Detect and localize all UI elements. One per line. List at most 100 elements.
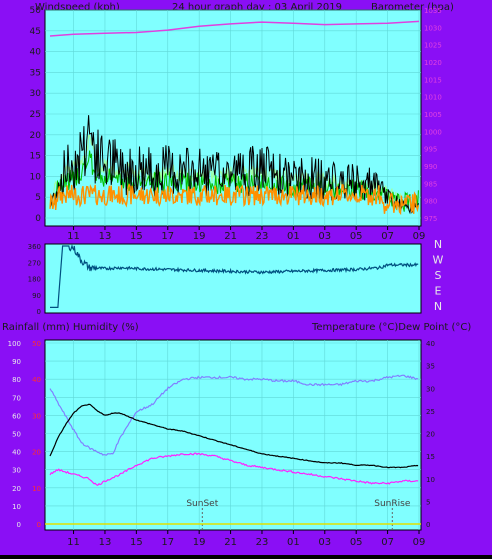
- wind-x-tick-label: 17: [161, 231, 174, 242]
- wind-tick-label: 45: [30, 27, 41, 37]
- wind-x-tick-label: 19: [193, 231, 206, 242]
- wind-tick-label: 35: [30, 68, 41, 78]
- wind-gust-series: [49, 115, 419, 215]
- temp-tick-label: 30: [426, 385, 435, 393]
- direction-tick-label: 0: [37, 308, 41, 316]
- temp-tick-label: 25: [426, 408, 435, 416]
- sun-marker-label: SunSet: [186, 499, 218, 509]
- direction-cardinal-label: E: [435, 285, 442, 298]
- wind-x-tick-label: 01: [287, 231, 300, 242]
- wind-x-tick-label: 05: [350, 231, 363, 242]
- temp-tick-label: 0: [426, 521, 430, 529]
- direction-cardinal-label: N: [434, 300, 442, 313]
- wind-tick-label: 10: [30, 172, 42, 182]
- direction-cardinal-label: N: [434, 238, 442, 251]
- temp-tick-label: 10: [426, 476, 435, 484]
- baro-tick-label: 975: [424, 215, 437, 223]
- humidity-tick-label: 100: [8, 340, 21, 348]
- direction-cardinal-label: S: [435, 269, 442, 282]
- temp-plot-area: [44, 339, 422, 531]
- rain-tick-label: 50: [32, 340, 41, 348]
- humidity-series: [49, 374, 419, 456]
- wind-axis-label: Windspeed (kph): [35, 2, 120, 13]
- wind-plot-area: [44, 9, 422, 227]
- wind-tick-label: 0: [35, 214, 41, 224]
- wind-direction-series: [50, 244, 419, 308]
- wind-tick-label: 50: [30, 6, 42, 16]
- temp-x-tick-label: 07: [381, 537, 394, 548]
- graph-title: 24 hour graph day : 03 April 2019: [172, 2, 342, 13]
- direction-tick-label: 90: [32, 292, 41, 300]
- humidity-tick-label: 70: [12, 394, 21, 402]
- humidity-tick-label: 0: [17, 521, 21, 529]
- baro-tick-label: 1020: [424, 59, 442, 67]
- direction-plot-area: [44, 243, 422, 314]
- wind-x-tick-label: 13: [99, 231, 112, 242]
- wind-x-tick-label: 11: [67, 231, 80, 242]
- temp-x-tick-label: 11: [67, 537, 80, 548]
- baro-tick-label: 1025: [424, 42, 442, 50]
- temp-x-tick-label: 23: [256, 537, 269, 548]
- wind-tick-label: 25: [30, 110, 41, 120]
- temp-tick-label: 15: [426, 453, 435, 461]
- wind-tick-label: 30: [30, 89, 42, 99]
- baro-tick-label: 990: [424, 163, 437, 171]
- baro-tick-label: 980: [424, 198, 437, 206]
- humidity-tick-label: 20: [12, 485, 21, 493]
- humidity-tick-label: 80: [12, 376, 21, 384]
- baro-tick-label: 1000: [424, 128, 442, 136]
- baro-tick-label: 995: [424, 146, 437, 154]
- wind-x-tick-label: 21: [224, 231, 237, 242]
- wind-tick-label: 5: [35, 193, 41, 203]
- temp-x-tick-label: 01: [287, 537, 300, 548]
- bottom-right-label: Temperature (°C)Dew Point (°C): [311, 322, 471, 333]
- humidity-tick-label: 10: [12, 503, 21, 511]
- direction-tick-label: 180: [28, 276, 41, 284]
- temp-x-tick-label: 13: [99, 537, 112, 548]
- bottom-left-label: Rainfall (mm) Humidity (%): [2, 322, 139, 333]
- temp-x-tick-label: 09: [413, 537, 426, 548]
- baro-tick-label: 1010: [424, 94, 442, 102]
- wind-x-tick-label: 07: [381, 231, 394, 242]
- baro-tick-label: 1005: [424, 111, 442, 119]
- temp-x-tick-label: 17: [161, 537, 174, 548]
- wind-tick-label: 15: [30, 152, 41, 162]
- direction-cardinal-label: W: [433, 254, 444, 267]
- wind-x-tick-label: 03: [318, 231, 331, 242]
- temp-x-tick-label: 21: [224, 537, 237, 548]
- baro-tick-label: 1030: [424, 24, 442, 32]
- rain-tick-label: 0: [37, 521, 41, 529]
- humidity-tick-label: 30: [12, 467, 21, 475]
- temp-x-tick-label: 05: [350, 537, 363, 548]
- temp-x-tick-label: 15: [130, 537, 143, 548]
- wind-lull-series: [49, 183, 420, 216]
- temp-tick-label: 5: [426, 498, 430, 506]
- rain-tick-label: 30: [32, 412, 41, 420]
- humidity-tick-label: 90: [12, 358, 21, 366]
- temp-tick-label: 20: [426, 431, 435, 439]
- baro-tick-label: 1035: [424, 7, 442, 15]
- wind-tick-label: 20: [30, 131, 42, 141]
- sun-marker-label: SunRise: [374, 499, 411, 509]
- temp-tick-label: 40: [426, 340, 435, 348]
- temp-tick-label: 35: [426, 363, 435, 371]
- temperature-series: [49, 403, 419, 469]
- humidity-tick-label: 50: [12, 431, 21, 439]
- direction-tick-label: 270: [28, 259, 41, 267]
- rain-tick-label: 20: [32, 449, 41, 457]
- baro-axis-label: Barometer (hpa): [371, 2, 454, 13]
- rain-tick-label: 10: [32, 485, 41, 493]
- barometer-series: [49, 20, 420, 37]
- rain-tick-label: 40: [32, 376, 41, 384]
- baro-tick-label: 1015: [424, 76, 442, 84]
- wind-x-tick-label: 09: [413, 231, 426, 242]
- temp-x-tick-label: 03: [318, 537, 331, 548]
- temp-x-tick-label: 19: [193, 537, 206, 548]
- wind-x-tick-label: 23: [256, 231, 269, 242]
- humidity-tick-label: 40: [12, 449, 21, 457]
- baro-tick-label: 985: [424, 180, 437, 188]
- direction-tick-label: 360: [28, 243, 41, 251]
- wind-tick-label: 40: [30, 48, 42, 58]
